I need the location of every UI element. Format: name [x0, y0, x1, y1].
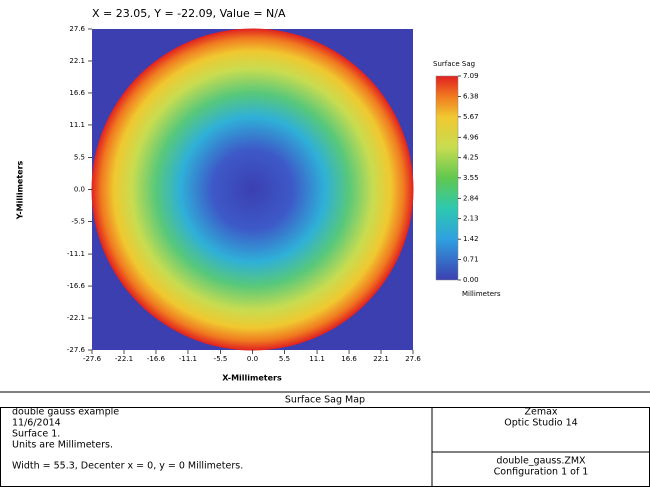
y-tick-label: -16.6 — [67, 282, 86, 290]
footer-line: 11/6/2014 — [12, 418, 61, 429]
y-tick-label: 11.1 — [69, 121, 85, 129]
footer-line: Units are Millimeters. — [12, 440, 113, 451]
footer-line: Surface 1. — [12, 429, 60, 440]
x-tick-label: 27.6 — [405, 355, 421, 363]
colorbar-tick-label: 5.67 — [463, 113, 479, 121]
y-tick-label: -5.5 — [71, 217, 85, 225]
y-tick-label: 22.1 — [69, 57, 85, 65]
colorbar-unit: Millimeters — [462, 290, 501, 298]
x-tick-label: -27.6 — [83, 355, 102, 363]
colorbar-tick-label: 0.00 — [463, 276, 479, 284]
footer-note: Width = 55.3, Decenter x = 0, y = 0 Mill… — [12, 461, 243, 472]
x-tick-label: 5.5 — [279, 355, 290, 363]
x-tick-label: -11.1 — [179, 355, 197, 363]
footer-line: double_gauss.ZMX — [496, 456, 586, 467]
colorbar-tick-label: 0.71 — [463, 256, 479, 264]
x-axis-label: X-Millimeters — [222, 374, 282, 383]
footer-line: Optic Studio 14 — [504, 418, 577, 429]
colorbar-tick-label: 2.13 — [463, 215, 479, 223]
y-tick-label: 5.5 — [74, 154, 85, 162]
colorbar-tick-label: 4.96 — [463, 133, 479, 141]
x-tick-label: -5.5 — [214, 355, 228, 363]
x-tick-label: 11.1 — [309, 355, 325, 363]
x-tick-label: 22.1 — [373, 355, 389, 363]
colorbar-tick-label: 4.25 — [463, 154, 479, 162]
x-tick-label: 0.0 — [247, 355, 258, 363]
cursor-readout: X = 23.05, Y = -22.09, Value = N/A — [92, 7, 286, 20]
y-axis-label: Y-Millimeters — [16, 160, 25, 220]
colorbar-tick-label: 6.38 — [463, 92, 479, 100]
colorbar-tick-label: 7.09 — [463, 72, 479, 80]
y-tick-label: -11.1 — [67, 250, 85, 258]
colorbar-title: Surface Sag — [433, 60, 475, 68]
x-tick-label: -16.6 — [147, 355, 166, 363]
x-tick-label: -22.1 — [115, 355, 133, 363]
footer-line: Configuration 1 of 1 — [494, 467, 589, 478]
footer-title: Surface Sag Map — [285, 395, 365, 406]
y-tick-label: 16.6 — [69, 89, 85, 97]
colorbar — [435, 75, 459, 281]
colorbar-tick-label: 1.42 — [463, 235, 479, 243]
sag-map — [91, 28, 414, 351]
y-tick-label: 0.0 — [74, 186, 85, 194]
y-tick-label: -27.6 — [67, 346, 86, 354]
footer-line: Zemax — [524, 407, 557, 418]
x-tick-label: 16.6 — [341, 355, 357, 363]
colorbar-tick-label: 2.84 — [463, 194, 479, 202]
footer-line: double gauss example — [12, 407, 119, 418]
y-tick-label: 27.6 — [69, 25, 85, 33]
y-tick-label: -22.1 — [67, 314, 85, 322]
colorbar-tick-label: 3.55 — [463, 174, 479, 182]
